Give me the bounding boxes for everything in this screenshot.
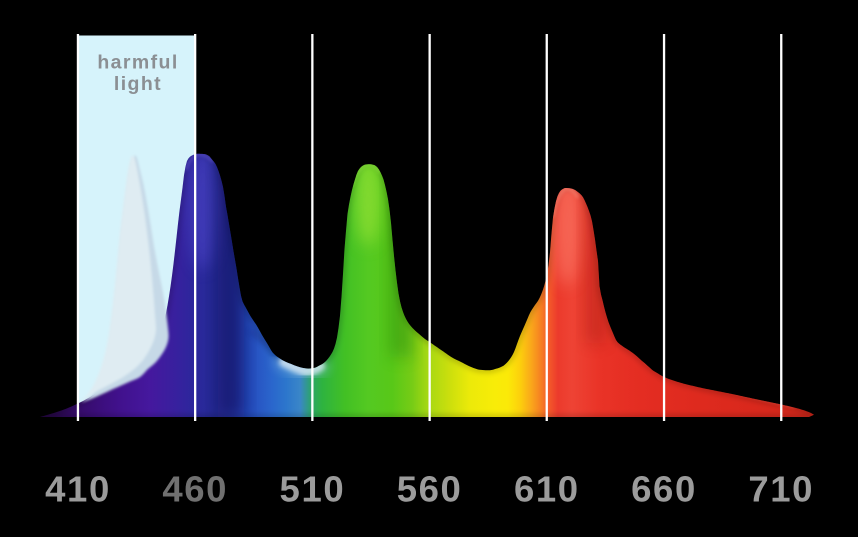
svg-text:510: 510	[280, 469, 346, 510]
svg-text:460: 460	[162, 469, 228, 510]
svg-text:660: 660	[631, 469, 697, 510]
svg-text:710: 710	[748, 469, 814, 510]
svg-text:610: 610	[514, 469, 580, 510]
svg-text:light: light	[114, 73, 162, 95]
svg-text:harmful: harmful	[97, 52, 178, 74]
svg-text:560: 560	[397, 469, 463, 510]
svg-text:410: 410	[45, 469, 111, 510]
